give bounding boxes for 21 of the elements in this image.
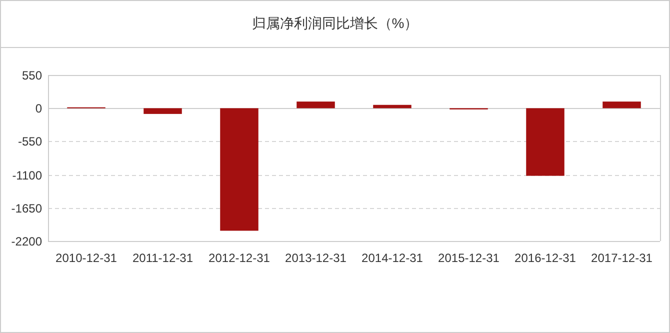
x-tick-label: 2015-12-31	[438, 251, 500, 265]
x-tick-label: 2011-12-31	[132, 251, 194, 265]
y-tick-label: -2200	[11, 234, 42, 248]
x-tick-label: 2016-12-31	[514, 251, 576, 265]
chart-title: 归属净利润同比增长（%）	[252, 15, 418, 31]
y-tick-label: -1100	[12, 168, 42, 182]
y-tick-label: 0	[35, 102, 42, 116]
y-tick-label: -550	[18, 134, 42, 148]
x-tick-label: 2010-12-31	[56, 251, 118, 265]
bar	[373, 104, 412, 108]
bar	[602, 102, 641, 108]
y-tick-label: 550	[22, 68, 42, 82]
x-tick-label: 2014-12-31	[362, 251, 424, 265]
x-tick-label: 2013-12-31	[285, 251, 347, 265]
bar	[526, 108, 564, 176]
y-tick-label: -1650	[11, 202, 42, 216]
bar	[296, 102, 335, 108]
bar	[220, 108, 258, 231]
x-tick-label: 2017-12-31	[591, 251, 653, 265]
bar	[144, 108, 182, 114]
x-tick-label: 2012-12-31	[208, 251, 270, 265]
